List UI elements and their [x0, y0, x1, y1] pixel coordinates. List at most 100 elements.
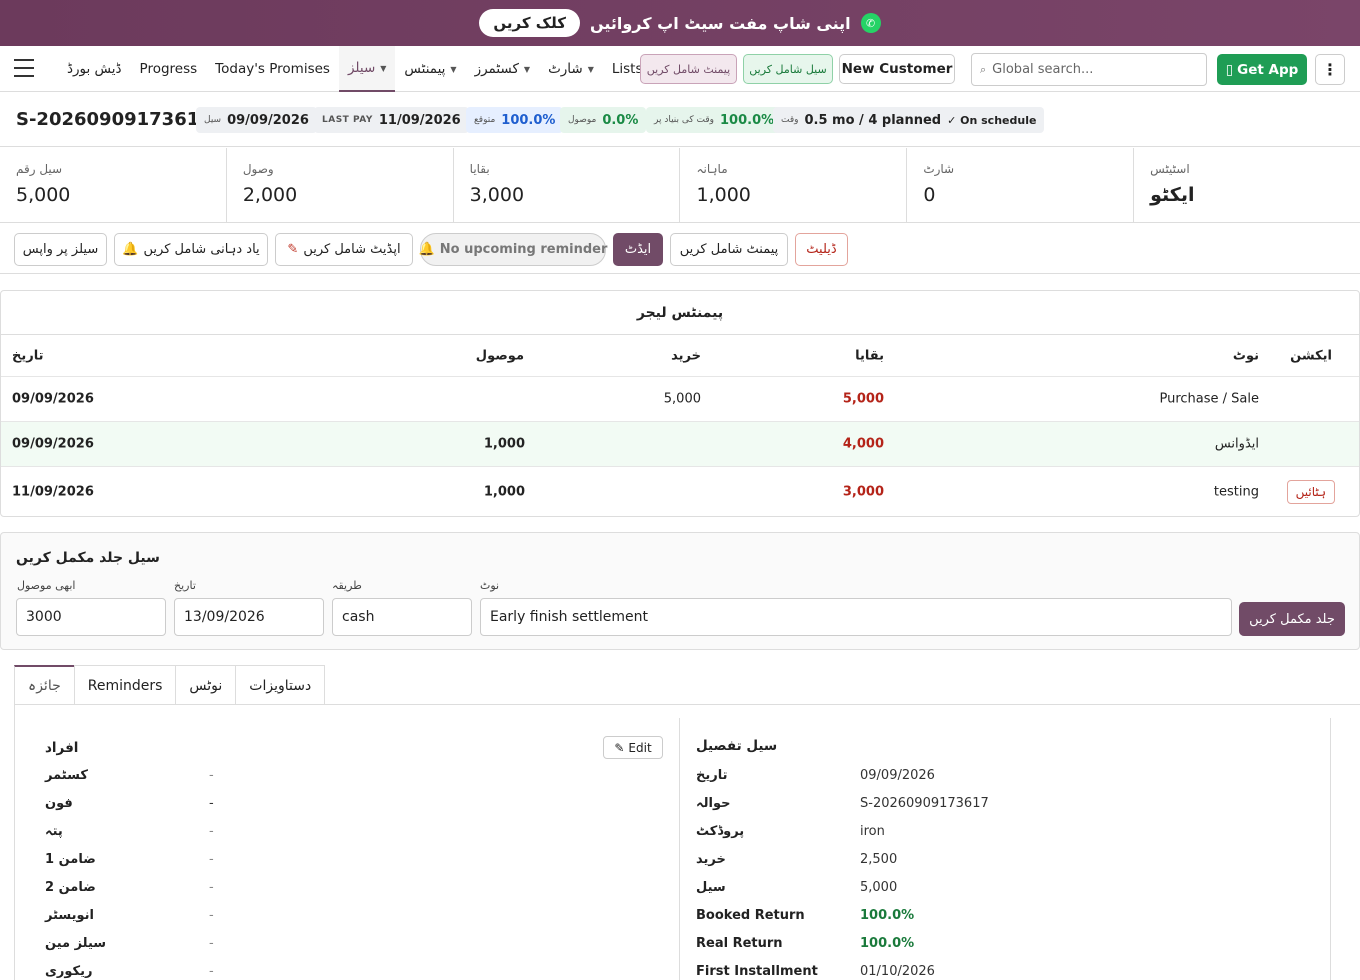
chip-value: 0.5 mo / 4 planned — [804, 112, 942, 128]
menu-item-label: پیمنٹس — [404, 61, 446, 77]
early-finish-button[interactable]: جلد مکمل کریں — [1239, 602, 1345, 636]
menu-item-dashboard[interactable]: ڈیش بورڈ — [58, 46, 131, 92]
menu-item-label: Today's Promises — [215, 61, 330, 77]
stat-label: ماہانہ — [696, 162, 728, 176]
row-received: 1,000 — [483, 484, 525, 499]
row-purchase: 5,000 — [663, 391, 701, 407]
person-value: - — [209, 796, 214, 811]
date-input[interactable] — [174, 598, 324, 636]
whatsapp-icon[interactable]: ✆ — [860, 13, 881, 33]
detail-label: پروڈکٹ — [696, 824, 745, 839]
received-now-input[interactable] — [16, 598, 166, 636]
received-now-label: ابھی موصول — [17, 579, 76, 592]
menu-item-sales[interactable]: سیلز ▼ — [338, 46, 396, 92]
stat-label: اسٹیٹس — [1150, 162, 1190, 176]
main-menu: ڈیش بورڈ Progress Today's Promises سیلز ▼… — [58, 46, 652, 92]
stat-label: سیل رقم — [16, 162, 63, 176]
detail-value: 100.0% — [860, 936, 915, 951]
sale-date-chip: سیل 09/09/2026 — [196, 107, 317, 133]
person-value: - — [209, 852, 214, 867]
person-label: کسٹمر — [45, 768, 88, 783]
detail-label: تاریخ — [696, 768, 728, 783]
person-value: - — [209, 768, 214, 783]
menu-item-customers[interactable]: کسٹمرز ▼ — [466, 46, 539, 92]
row-date: 09/09/2026 — [12, 436, 94, 452]
detail-value: 5,000 — [860, 880, 898, 895]
promo-click-button[interactable]: کلک کریں — [479, 9, 580, 37]
person-value: - — [209, 880, 214, 895]
chip-value: 11/09/2026 — [378, 112, 461, 128]
col-balance: بقایا — [855, 348, 884, 363]
chip-label: متوقع — [474, 115, 496, 125]
delete-button[interactable]: ڈیلیٹ — [795, 233, 848, 266]
chip-value: 0.0% — [602, 112, 639, 128]
new-customer-button[interactable]: New Customer — [839, 54, 955, 84]
note-label: نوٹ — [480, 579, 500, 592]
stat-sale-amount: سیل رقم 5,000 — [0, 148, 227, 222]
chip-label: LAST PAY — [322, 115, 373, 125]
detail-label: حوالہ — [696, 796, 731, 811]
tab-notes[interactable]: نوٹس — [175, 665, 237, 705]
detail-value: 100.0% — [860, 908, 915, 923]
time-chip: وقت 0.5 mo / 4 planned ✓ On schedule — [773, 107, 1045, 133]
menu-item-short[interactable]: شارٹ ▼ — [539, 46, 603, 92]
menu-item-todays-promises[interactable]: Today's Promises — [206, 46, 339, 92]
method-input[interactable] — [332, 598, 472, 636]
stat-label: شارٹ — [923, 162, 955, 176]
date-label: تاریخ — [174, 579, 196, 592]
col-action: ایکشن — [1290, 348, 1332, 363]
menu-item-payments[interactable]: پیمنٹس ▼ — [395, 46, 465, 92]
panel-right-border — [1330, 718, 1331, 980]
person-value: - — [209, 936, 214, 951]
back-to-sales-button[interactable]: سیلز پر واپس — [14, 233, 107, 266]
bell-icon: 🔔 — [122, 242, 139, 257]
stat-value: 0 — [923, 184, 936, 206]
stat-status: اسٹیٹس ایکٹو — [1134, 148, 1360, 222]
stats-row: سیل رقم 5,000 وصول 2,000 بقایا 3,000 ماہانہ… — [0, 148, 1360, 223]
no-reminder-badge: 🔔 No upcoming reminder — [419, 233, 607, 266]
col-note: نوٹ — [1232, 348, 1259, 363]
get-app-button[interactable]: ▯ Get App — [1217, 54, 1307, 85]
tab-overview[interactable]: جائزہ — [14, 665, 75, 705]
edit-people-button[interactable]: ✎ Edit — [603, 736, 663, 759]
nav-add-sale-button[interactable]: سیل شامل کریں — [743, 54, 833, 84]
row-balance: 5,000 — [842, 391, 884, 407]
ledger-title: پیمنٹس لیجر — [1, 291, 1359, 335]
stat-value: ایکٹو — [1150, 184, 1195, 206]
row-note: ایڈوانس — [1214, 436, 1259, 452]
payments-ledger: پیمنٹس لیجر تاریخ موصول خرید بقایا نوٹ ا… — [0, 290, 1360, 517]
person-label: انویسٹر — [45, 908, 94, 923]
stat-value: 5,000 — [16, 184, 71, 206]
detail-label: خرید — [696, 852, 726, 867]
detail-label: First Installment — [696, 964, 818, 979]
note-input[interactable] — [480, 598, 1232, 636]
remove-entry-button[interactable]: ہٹائیں — [1286, 479, 1335, 504]
person-value: - — [209, 824, 214, 839]
tab-underline — [14, 704, 1360, 705]
detail-value: 09/09/2026 — [860, 768, 935, 783]
nav-add-payment-button[interactable]: پیمنٹ شامل کریں — [640, 54, 737, 84]
menu-item-progress[interactable]: Progress — [131, 46, 207, 92]
menu-item-lists[interactable]: Lists — [603, 46, 652, 92]
person-label: ضامن 2 — [45, 880, 96, 895]
memo-icon: ✎ — [287, 242, 299, 257]
add-reminder-button[interactable]: 🔔 یاد دہانی شامل کریں — [114, 233, 268, 266]
more-options-icon[interactable]: ⋮ — [1315, 54, 1345, 85]
hamburger-menu-icon[interactable] — [14, 59, 34, 77]
add-update-button[interactable]: ✎ اپڈیٹ شامل کریں — [275, 233, 413, 266]
tab-documents[interactable]: دستاویزات — [235, 665, 326, 705]
row-balance: 4,000 — [842, 436, 884, 452]
person-label: ریکوری — [45, 964, 93, 979]
detail-value: iron — [860, 824, 885, 839]
overview-panel — [14, 705, 1360, 980]
action-bar: سیلز پر واپس 🔔 یاد دہانی شامل کریں ✎ اپڈیٹ… — [0, 224, 1360, 274]
add-payment-button[interactable]: پیمنٹ شامل کریں — [670, 233, 788, 266]
edit-button[interactable]: ایڈٹ — [613, 233, 663, 266]
caret-down-icon: ▼ — [380, 63, 387, 73]
column-divider — [679, 718, 680, 980]
table-row: 09/09/2026 1,000 4,000 ایڈوانس — [1, 422, 1359, 467]
tab-reminders[interactable]: Reminders — [73, 665, 177, 705]
ledger-header-row: تاریخ موصول خرید بقایا نوٹ ایکشن — [1, 335, 1359, 377]
global-search-input[interactable] — [992, 62, 1193, 77]
edit-label: Edit — [628, 740, 652, 755]
